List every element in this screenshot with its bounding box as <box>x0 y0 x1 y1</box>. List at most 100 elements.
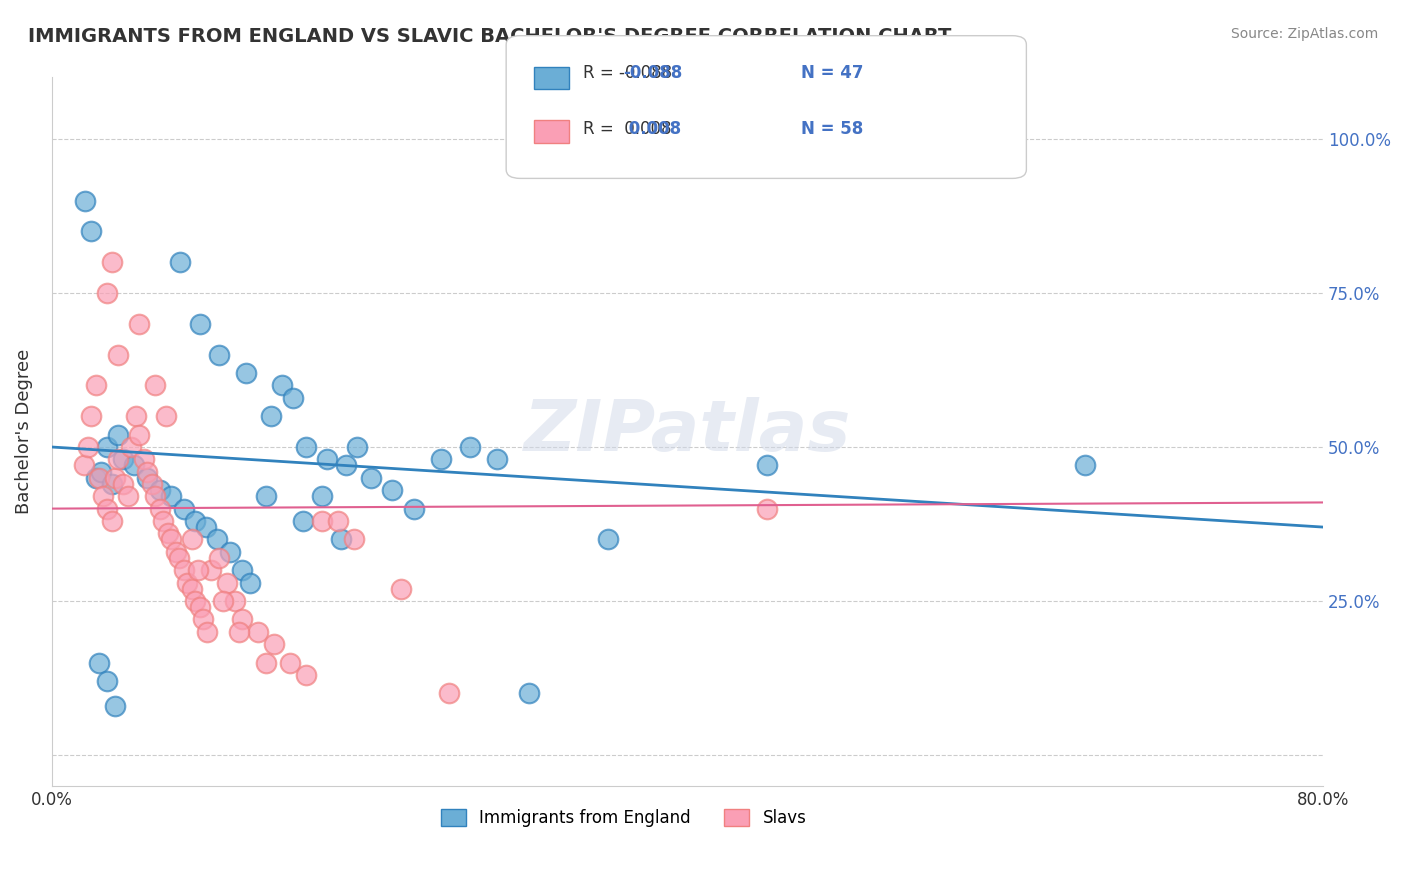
Point <box>295 440 318 454</box>
Text: N = 58: N = 58 <box>801 120 863 138</box>
Point <box>184 514 207 528</box>
Point <box>197 624 219 639</box>
Point <box>84 471 107 485</box>
Point <box>335 458 357 473</box>
Point <box>75 194 97 208</box>
Y-axis label: Bachelor's Degree: Bachelor's Degree <box>15 349 32 515</box>
Point <box>125 409 148 424</box>
Point <box>72 458 94 473</box>
Point <box>128 317 150 331</box>
Point <box>295 668 318 682</box>
Point <box>260 409 283 424</box>
Point <box>176 575 198 590</box>
Point <box>231 612 253 626</box>
Point <box>315 452 337 467</box>
Point <box>205 533 228 547</box>
Point <box>141 477 163 491</box>
Point <box>84 378 107 392</box>
Point <box>101 255 124 269</box>
Point <box>112 477 135 491</box>
Point <box>228 624 250 639</box>
Point <box>143 489 166 503</box>
Point <box>80 409 103 424</box>
Point <box>107 348 129 362</box>
Point <box>311 514 333 528</box>
Point <box>254 656 277 670</box>
Text: N = 47: N = 47 <box>801 64 863 82</box>
Point <box>263 637 285 651</box>
Point <box>107 452 129 467</box>
Point <box>165 545 187 559</box>
Point <box>96 501 118 516</box>
Point <box>180 533 202 547</box>
Text: 0.008: 0.008 <box>623 120 681 138</box>
Point <box>132 452 155 467</box>
Point <box>101 514 124 528</box>
Point <box>90 465 112 479</box>
Point <box>160 489 183 503</box>
Point <box>247 624 270 639</box>
Point <box>404 501 426 516</box>
Point <box>485 452 508 467</box>
Point <box>104 698 127 713</box>
Point <box>167 550 190 565</box>
Point <box>224 594 246 608</box>
Point <box>91 489 114 503</box>
Point <box>96 286 118 301</box>
Point <box>155 409 177 424</box>
Point <box>254 489 277 503</box>
Point <box>212 594 235 608</box>
Point <box>346 440 368 454</box>
Point <box>271 378 294 392</box>
Point <box>143 378 166 392</box>
Point <box>291 514 314 528</box>
Text: IMMIGRANTS FROM ENGLAND VS SLAVIC BACHELOR'S DEGREE CORRELATION CHART: IMMIGRANTS FROM ENGLAND VS SLAVIC BACHEL… <box>28 27 952 45</box>
Point <box>173 501 195 516</box>
Legend: Immigrants from England, Slavs: Immigrants from England, Slavs <box>434 803 813 834</box>
Point <box>160 533 183 547</box>
Text: R = -0.088: R = -0.088 <box>583 64 672 82</box>
Point <box>169 255 191 269</box>
Text: R =  0.008: R = 0.008 <box>583 120 672 138</box>
Point <box>187 563 209 577</box>
Point <box>96 440 118 454</box>
Point <box>231 563 253 577</box>
Point <box>381 483 404 497</box>
Point <box>152 514 174 528</box>
Point <box>156 526 179 541</box>
Point <box>239 575 262 590</box>
Point <box>149 483 172 497</box>
Point <box>101 477 124 491</box>
Point <box>96 674 118 689</box>
Point <box>218 545 240 559</box>
Point <box>343 533 366 547</box>
Point <box>389 582 412 596</box>
Point <box>200 563 222 577</box>
Point <box>184 594 207 608</box>
Point <box>173 563 195 577</box>
Point <box>207 550 229 565</box>
Point <box>188 600 211 615</box>
Point <box>235 366 257 380</box>
Point <box>1074 458 1097 473</box>
Point <box>755 458 778 473</box>
Point <box>326 514 349 528</box>
Point <box>430 452 453 467</box>
Point <box>112 452 135 467</box>
Point <box>124 458 146 473</box>
Point <box>283 391 305 405</box>
Point <box>80 224 103 238</box>
Point <box>117 489 139 503</box>
Point <box>437 686 460 700</box>
Point <box>360 471 382 485</box>
Point <box>149 501 172 516</box>
Point <box>180 582 202 596</box>
Point <box>311 489 333 503</box>
Point <box>89 656 111 670</box>
Point <box>107 427 129 442</box>
Point <box>77 440 100 454</box>
Point <box>330 533 353 547</box>
Text: -0.088: -0.088 <box>623 64 682 82</box>
Point <box>596 533 619 547</box>
Point <box>128 427 150 442</box>
